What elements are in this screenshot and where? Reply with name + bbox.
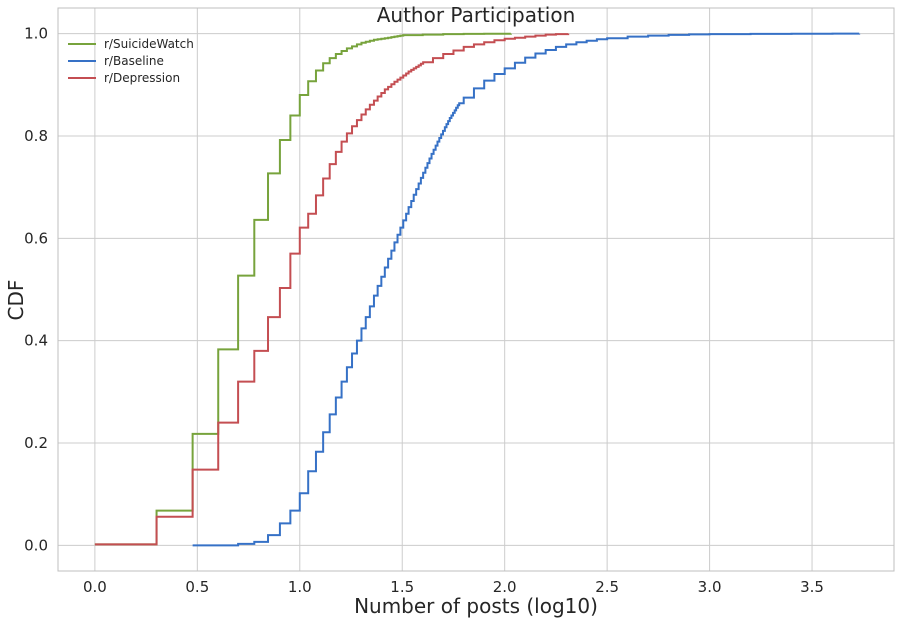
- x-tick-label: 2.0: [493, 578, 517, 596]
- x-axis-label: Number of posts (log10): [354, 594, 598, 618]
- y-tick-label: 0.6: [24, 229, 48, 247]
- series-line-r-suicidewatch: [94, 32, 512, 546]
- x-tick-label: 0.0: [83, 578, 107, 596]
- x-tick-label: 3.0: [698, 578, 722, 596]
- series-line-r-baseline: [192, 32, 861, 547]
- y-tick-label: 1.0: [24, 25, 48, 43]
- legend: r/SuicideWatch r/Baseline r/Depression: [68, 37, 194, 85]
- x-tick-label: 3.5: [800, 578, 824, 596]
- y-tick-label: 0.0: [24, 536, 48, 554]
- chart-title: Author Participation: [377, 3, 576, 27]
- x-tick-label: 0.5: [185, 578, 209, 596]
- legend-label-r-baseline: r/Baseline: [104, 54, 164, 68]
- y-tick-label: 0.4: [24, 332, 48, 350]
- legend-label-r-depression: r/Depression: [104, 71, 180, 85]
- series-layer: [94, 32, 861, 547]
- legend-label-r-suicidewatch: r/SuicideWatch: [104, 37, 194, 51]
- plot-frame: [57, 7, 895, 572]
- x-tick-label: 1.0: [288, 578, 312, 596]
- tick-layer: 0.0 0.5 1.0 1.5 2.0 2.5 3.0 3.5 0.0 0.2 0.4 0.6 0.8 1…: [24, 25, 824, 596]
- x-tick-label: 1.5: [390, 578, 414, 596]
- series-line-r-depression: [94, 33, 570, 546]
- grid-layer: [58, 8, 894, 571]
- y-tick-label: 0.8: [24, 127, 48, 145]
- y-tick-label: 0.2: [24, 434, 48, 452]
- x-tick-label: 2.5: [595, 578, 619, 596]
- y-axis-label: CDF: [4, 280, 28, 321]
